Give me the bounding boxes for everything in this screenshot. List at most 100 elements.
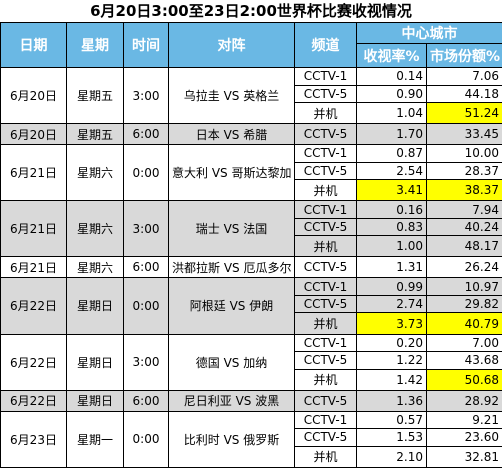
header-city-group: 中心城市 [356,22,502,44]
weekday-cell: 星期日 [66,333,124,391]
weekday-cell: 星期日 [66,389,124,412]
table-row: 6月22日 星期日 6:00 尼日利亚 VS 波黑 CCTV-5 1.36 28.92 [0,389,502,412]
channel-cell: 并机 [294,235,357,258]
date-cell: 6月20日 [0,66,67,125]
channel-cell: CCTV-5 [294,428,357,447]
share-cell: 51.24 [426,102,502,125]
rating-cell: 1.00 [356,235,427,258]
table-row: 6月22日 星期日 3:00 德国 VS 加纳 CCTV-1 0.20 7.00 [0,333,502,391]
date-cell: 6月21日 [0,144,67,202]
table-row: CCTV-5 0.83 40.24 [1,217,502,237]
rating-cell: 2.10 [356,445,427,468]
weekday-cell: 星期六 [66,256,124,279]
rating-cell: 0.90 [356,84,427,104]
weekday-cell: 星期六 [66,200,124,258]
table-header: 日期 星期 时间 对阵 频道 中心城市 收视率% 市场份额% [0,22,502,68]
header-channel: 频道 [294,22,357,68]
table-row: 并机 1.42 50.68 [1,368,502,391]
weekday-cell: 星期一 [66,410,124,468]
rating-cell: 1.22 [356,351,427,370]
table-row: CCTV-5 2.74 29.82 [1,294,502,314]
rating-cell: 1.70 [356,123,427,146]
share-cell: 44.18 [426,84,502,104]
time-cell: 6:00 [123,389,169,412]
channel-cell: CCTV-5 [294,294,357,314]
date-cell: 6月23日 [0,410,67,468]
time-cell: 0:00 [123,410,169,468]
rating-cell: 3.73 [356,312,427,335]
channel-cell: CCTV-5 [294,161,357,181]
table-row: 6月20日 星期五 3:00 乌拉圭 VS 英格兰 CCTV-1 0.14 7.06 [0,66,502,125]
channel-cell: CCTV-5 [294,217,357,237]
share-cell: 40.24 [426,217,502,237]
table-body: 6月20日 星期五 3:00 乌拉圭 VS 英格兰 CCTV-1 0.14 7.06 CCTV… [0,66,502,468]
header-rating: 收视率% [356,43,427,68]
weekday-cell: 星期日 [66,277,124,335]
channel-cell: CCTV-1 [294,200,357,219]
channel-cell: 并机 [294,312,357,335]
date-cell: 6月21日 [0,200,67,258]
channel-cell: CCTV-1 [294,410,357,430]
header-share: 市场份额% [426,43,502,68]
date-cell: 6月20日 [0,123,67,146]
match-cell: 乌拉圭 VS 英格兰 [168,66,295,125]
table-row: 6月22日 星期日 0:00 阿根廷 VS 伊朗 CCTV-1 0.99 10.97 [0,277,502,335]
table-row: 6月21日 星期六 6:00 洪都拉斯 VS 厄瓜多尔 CCTV-5 1.31 26.24 [0,256,502,279]
match-cell: 日本 VS 希腊 [168,123,295,146]
header-weekday: 星期 [66,22,124,68]
share-cell: 28.37 [426,161,502,181]
match-cell: 洪都拉斯 VS 厄瓜多尔 [168,256,295,279]
table-row: 并机 1.00 48.17 [1,235,502,258]
channel-cell: CCTV-5 [294,389,357,412]
time-cell: 3:00 [123,333,169,391]
share-cell: 23.60 [426,428,502,447]
rating-cell: 1.04 [356,102,427,125]
share-cell: 26.24 [426,256,502,279]
header-date: 日期 [0,22,67,68]
ratings-table: 日期 星期 时间 对阵 频道 中心城市 收视率% 市场份额% 6月20日 星期五 3… [0,22,502,468]
share-cell: 43.68 [426,351,502,370]
rating-cell: 0.20 [356,333,427,353]
share-cell: 28.92 [426,389,502,412]
header-match: 对阵 [168,22,295,68]
report-title: 6月20日3:00至23日2:00世界杯比赛收视情况 [90,2,412,20]
rating-cell: 0.14 [356,67,427,86]
share-cell: 10.97 [426,277,502,296]
date-cell: 6月22日 [0,277,67,335]
channel-cell: CCTV-1 [294,67,357,86]
date-cell: 6月22日 [0,333,67,391]
channel-cell: CCTV-1 [294,333,357,353]
channel-cell: CCTV-1 [294,144,357,163]
table-row: 6月20日 星期五 6:00 日本 VS 希腊 CCTV-5 1.70 33.45 [0,123,502,146]
match-cell: 尼日利亚 VS 波黑 [168,389,295,412]
match-cell: 德国 VS 加纳 [168,333,295,391]
table-row: 并机 3.41 38.37 [1,179,502,202]
channel-cell: CCTV-5 [294,256,357,279]
date-cell: 6月22日 [0,389,67,412]
share-cell: 10.00 [426,144,502,163]
channel-cell: CCTV-5 [294,351,357,370]
time-cell: 3:00 [123,200,169,258]
table-row: CCTV-5 1.53 23.60 [1,428,502,447]
table-row: 并机 2.10 32.81 [1,445,502,468]
time-cell: 3:00 [123,66,169,125]
match-cell: 瑞士 VS 法国 [168,200,295,258]
weekday-cell: 星期五 [66,123,124,146]
share-cell: 9.21 [426,410,502,430]
match-cell: 比利时 VS 俄罗斯 [168,410,295,468]
match-cell: 意大利 VS 哥斯达黎加 [168,144,295,202]
time-cell: 0:00 [123,277,169,335]
match-cell: 阿根廷 VS 伊朗 [168,277,295,335]
channel-cell: 并机 [294,102,357,125]
time-cell: 6:00 [123,256,169,279]
share-cell: 40.79 [426,312,502,335]
table-row: 并机 3.73 40.79 [1,312,502,335]
channel-cell: 并机 [294,445,357,468]
channel-cell: 并机 [294,368,357,391]
share-cell: 29.82 [426,294,502,314]
share-cell: 33.45 [426,123,502,146]
channel-cell: CCTV-1 [294,277,357,296]
rating-cell: 1.36 [356,389,427,412]
share-cell: 7.00 [426,333,502,353]
